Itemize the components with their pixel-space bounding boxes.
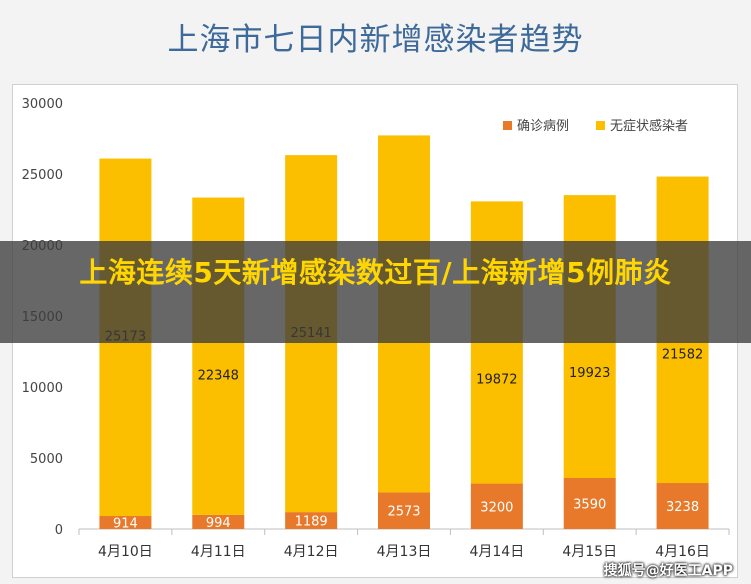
legend-label-asymptomatic: 无症状感染者 — [610, 118, 688, 134]
data-label-confirmed: 3238 — [666, 500, 699, 515]
x-tick-label: 4月12日 — [284, 544, 339, 560]
data-label-confirmed: 3200 — [480, 500, 513, 515]
data-label-confirmed: 3590 — [573, 498, 606, 513]
data-label-asymptomatic: 22348 — [198, 369, 239, 384]
bar-confirmed — [378, 492, 430, 529]
data-label-confirmed: 914 — [113, 517, 138, 532]
bar-confirmed — [99, 516, 152, 529]
y-tick-label: 30000 — [22, 97, 63, 112]
source-watermark: 搜狐号@好医工APP — [603, 563, 733, 579]
x-tick-label: 4月10日 — [98, 544, 153, 560]
y-tick-label: 10000 — [22, 381, 63, 396]
x-tick-label: 4月13日 — [377, 544, 432, 560]
x-tick-label: 4月11日 — [191, 544, 246, 560]
legend-label-confirmed: 确诊病例 — [517, 119, 569, 134]
legend-swatch-confirmed — [503, 121, 512, 130]
headline-banner — [0, 241, 751, 343]
data-label-confirmed: 2573 — [387, 505, 420, 520]
x-tick-label: 4月14日 — [469, 544, 524, 560]
data-label-confirmed: 994 — [206, 516, 231, 531]
data-label-confirmed: 1189 — [295, 515, 328, 530]
data-label-asymptomatic: 21582 — [662, 348, 703, 363]
data-label-asymptomatic: 19923 — [569, 366, 610, 381]
x-tick-label: 4月15日 — [562, 544, 617, 560]
data-label-asymptomatic: 19872 — [476, 372, 517, 387]
y-tick-label: 25000 — [22, 168, 63, 183]
legend-swatch-asymptomatic — [596, 121, 605, 130]
bar-confirmed — [470, 483, 523, 529]
bar-confirmed — [285, 512, 338, 529]
bar-confirmed — [192, 514, 245, 529]
bar-confirmed — [563, 478, 616, 529]
y-tick-label: 5000 — [30, 452, 63, 467]
chart-title: 上海市七日内新增感染者趋势 — [167, 22, 584, 58]
y-tick-label: 0 — [55, 523, 63, 538]
x-tick-label: 4月16日 — [655, 544, 710, 560]
bar-confirmed — [656, 483, 709, 529]
headline-text: 上海连续5天新增感染数过百/上海新增5例肺炎 — [79, 256, 672, 289]
